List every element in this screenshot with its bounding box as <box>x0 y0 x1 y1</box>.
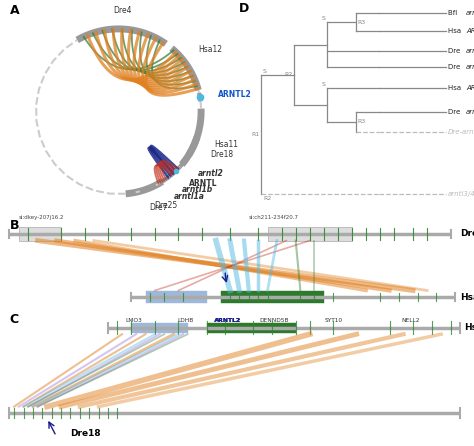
Bar <box>267 227 352 240</box>
Text: arntl1a: arntl1a <box>173 191 204 201</box>
Text: R1: R1 <box>251 132 259 137</box>
Text: Dre18: Dre18 <box>210 149 233 159</box>
Text: Hsa: Hsa <box>448 85 463 91</box>
Text: Hsa: Hsa <box>448 28 463 34</box>
Text: Hsa12: Hsa12 <box>198 45 222 54</box>
Text: si:dkey-207j16.2: si:dkey-207j16.2 <box>19 215 64 220</box>
Text: ARNTL2: ARNTL2 <box>218 90 252 99</box>
Text: R3: R3 <box>358 20 366 25</box>
Text: R2: R2 <box>284 72 292 77</box>
Text: S: S <box>322 82 326 87</box>
Bar <box>131 322 188 333</box>
Text: arntl1b: arntl1b <box>182 185 213 194</box>
Text: ARNTL: ARNTL <box>466 28 474 34</box>
Text: Dre-arntl2b: Dre-arntl2b <box>448 128 474 135</box>
Text: Dre7: Dre7 <box>150 203 168 212</box>
Text: ABCC9: ABCC9 <box>161 328 181 333</box>
Text: Bfl: Bfl <box>448 10 459 17</box>
Text: arntl1b: arntl1b <box>466 64 474 70</box>
Text: arntl1a: arntl1a <box>466 48 474 54</box>
Text: S: S <box>263 69 267 74</box>
Text: SYT10: SYT10 <box>324 318 342 323</box>
Text: NELL2: NELL2 <box>401 318 420 323</box>
Bar <box>220 291 324 303</box>
Text: Hsa12: Hsa12 <box>465 323 474 332</box>
Text: arntl2: arntl2 <box>466 108 474 115</box>
Text: Hsa12: Hsa12 <box>460 293 474 301</box>
Text: si:ch211-234f20.7: si:ch211-234f20.7 <box>249 215 299 220</box>
Text: A: A <box>9 4 19 17</box>
Text: ARNTL2: ARNTL2 <box>215 318 240 323</box>
Text: arntl3/4: arntl3/4 <box>448 191 474 197</box>
Text: B: B <box>9 219 19 232</box>
Text: LMO3: LMO3 <box>126 318 142 323</box>
Text: Dre4: Dre4 <box>460 229 474 238</box>
Text: Dre: Dre <box>448 48 463 54</box>
Text: Dre: Dre <box>448 64 463 70</box>
Text: LDHB: LDHB <box>177 318 193 323</box>
Text: R3: R3 <box>358 119 366 124</box>
Bar <box>19 227 61 240</box>
Text: ARNTL2: ARNTL2 <box>466 85 474 91</box>
Text: Dre25: Dre25 <box>155 201 178 210</box>
Text: ARNTL2: ARNTL2 <box>214 318 241 323</box>
Text: Hsa11: Hsa11 <box>214 140 238 149</box>
Text: arntl2: arntl2 <box>198 169 224 178</box>
Text: R2: R2 <box>263 196 271 201</box>
Text: C: C <box>9 314 18 326</box>
Text: D: D <box>239 2 250 15</box>
Text: Dre: Dre <box>448 108 463 115</box>
Text: Dre18: Dre18 <box>71 429 101 438</box>
Text: arntl: arntl <box>466 10 474 17</box>
Text: Dre4: Dre4 <box>113 6 131 15</box>
Text: DENND5B: DENND5B <box>260 318 289 323</box>
Bar <box>207 322 296 333</box>
Bar <box>146 291 207 303</box>
Text: S: S <box>322 16 326 21</box>
Text: ARNTL: ARNTL <box>189 179 217 189</box>
